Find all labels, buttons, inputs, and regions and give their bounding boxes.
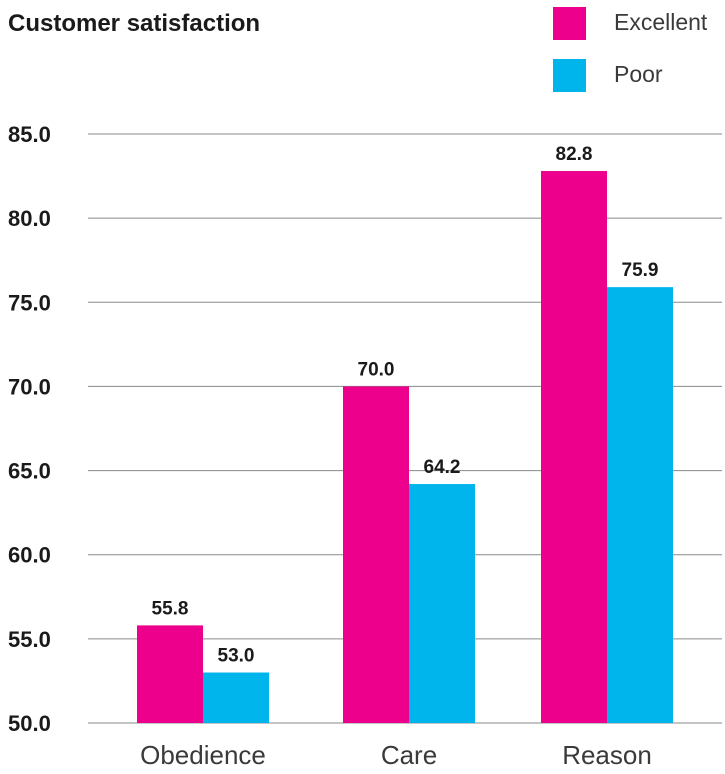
y-tick-label: 60.0 [8, 543, 51, 568]
y-tick-label: 50.0 [8, 711, 51, 736]
y-tick-label: 85.0 [8, 122, 51, 147]
legend-label-excellent: Excellent [614, 9, 708, 35]
bar-excellent-obedience [137, 625, 203, 723]
data-label-poor-reason: 75.9 [622, 260, 659, 281]
x-axis-ticks: Obedience Care Reason [140, 740, 652, 770]
y-tick-label: 70.0 [8, 374, 51, 399]
legend-label-poor: Poor [614, 61, 663, 87]
data-label-poor-obedience: 53.0 [218, 646, 255, 667]
y-tick-label: 80.0 [8, 206, 51, 231]
data-label-excellent-obedience: 55.8 [152, 598, 189, 619]
x-tick-label-reason: Reason [562, 740, 652, 770]
data-labels: 55.8 53.0 70.0 64.2 82.8 75.9 [152, 144, 659, 666]
data-label-excellent-care: 70.0 [358, 359, 395, 380]
legend-swatch-excellent [553, 7, 586, 40]
x-tick-label-care: Care [381, 740, 437, 770]
bar-excellent-reason [541, 171, 607, 724]
legend: Excellent Poor [553, 7, 708, 92]
y-tick-label: 55.0 [8, 627, 51, 652]
bar-poor-care [409, 484, 475, 723]
bar-excellent-care [343, 386, 409, 723]
bar-poor-obedience [203, 672, 269, 723]
legend-item-poor: Poor [553, 59, 663, 92]
bar-poor-reason [607, 287, 673, 723]
legend-item-excellent: Excellent [553, 7, 708, 40]
data-label-excellent-reason: 82.8 [556, 144, 593, 165]
y-axis-ticks: 50.0 55.0 60.0 65.0 70.0 75.0 80.0 85.0 [8, 122, 51, 736]
bars [137, 171, 673, 724]
chart-title: Customer satisfaction [8, 10, 260, 37]
x-tick-label-obedience: Obedience [140, 740, 266, 770]
y-tick-label: 75.0 [8, 290, 51, 315]
legend-swatch-poor [553, 59, 586, 92]
y-tick-label: 65.0 [8, 459, 51, 484]
data-label-poor-care: 64.2 [424, 457, 461, 478]
